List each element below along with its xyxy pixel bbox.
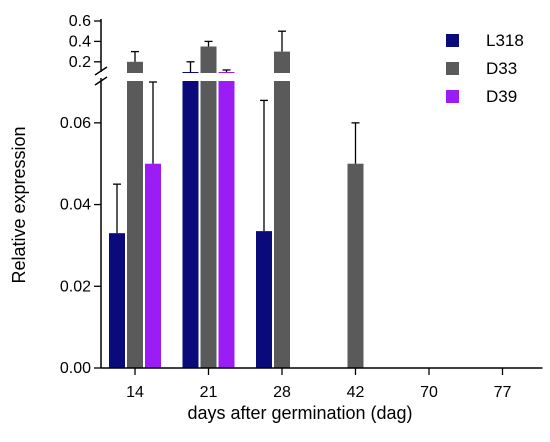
legend-swatch-D33 (446, 62, 459, 75)
y-tick-label: 0.2 (69, 54, 91, 71)
bar-L318-21 (182, 72, 199, 368)
y-tick-label: 0.06 (60, 115, 91, 132)
y-tick-label: 0.00 (60, 360, 91, 377)
axis-break-mark-upper (94, 66, 108, 76)
bar-L318-14 (109, 233, 125, 368)
y-axis-title: Relative expression (9, 126, 29, 283)
axis-break-mark-lower (94, 76, 108, 86)
y-tick-label: 0.6 (69, 13, 91, 30)
y-tick-label: 0.4 (69, 33, 91, 50)
x-tick-label: 21 (200, 384, 218, 401)
x-tick-label: 70 (420, 384, 438, 401)
bar-D39-21 (218, 72, 235, 368)
x-axis-title: days after germination (dag) (187, 403, 412, 423)
y-tick-label: 0.02 (60, 278, 91, 295)
x-tick-label: 28 (273, 384, 291, 401)
x-tick-label: 77 (494, 384, 512, 401)
legend-label-L318: L318 (486, 31, 524, 50)
axes-group (94, 19, 543, 375)
bar-L318-28 (256, 231, 272, 368)
y-tick-label: 0.04 (60, 197, 91, 214)
legend: L318 D33 D39 (446, 31, 524, 106)
tick-labels-group: 0.00 0.02 0.04 0.06 0.2 0.4 0.6 14 21 28 42 70 77 (60, 13, 512, 401)
bar-D39-14 (145, 163, 161, 368)
axis-break-gap (95, 73, 550, 81)
x-tick-label: 14 (126, 384, 144, 401)
bars-group (95, 30, 550, 369)
legend-swatch-D39 (446, 90, 459, 103)
legend-swatch-L318 (446, 34, 459, 47)
bar-D33-14 (127, 61, 143, 369)
legend-label-D33: D33 (486, 59, 517, 78)
bar-D33-28 (274, 51, 290, 368)
bar-D33-21 (200, 46, 217, 368)
x-tick-label: 42 (347, 384, 365, 401)
legend-label-D39: D39 (486, 87, 517, 106)
bar-D33-42 (347, 163, 364, 368)
